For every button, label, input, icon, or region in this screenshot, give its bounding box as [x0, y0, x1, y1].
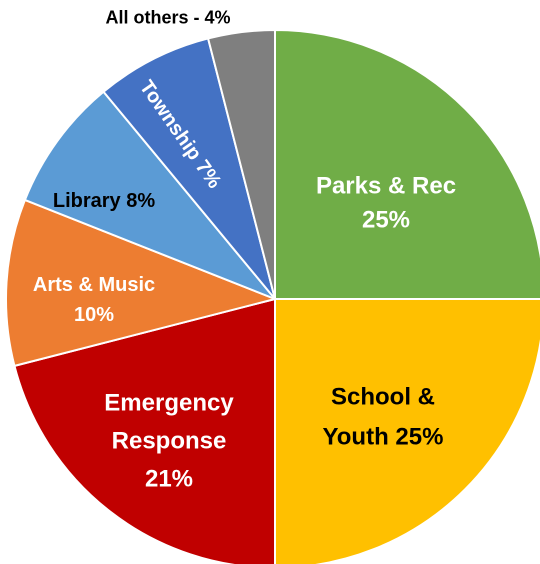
pie-slice-school-and-youth	[274, 298, 540, 564]
pie-slices	[5, 28, 540, 564]
slice-label-school-and-youth: School & Youth 25%	[323, 383, 444, 450]
slice-label-parks-and-rec: Parks & Rec 25%	[316, 172, 456, 233]
pie-slice-parks-and-rec	[274, 28, 540, 300]
pie-slice-library	[23, 90, 276, 300]
pie-slice-emergency-response	[13, 297, 276, 564]
pie-slice-township	[102, 37, 276, 300]
slice-label-arts-and-music: Arts & Music 10%	[33, 274, 155, 326]
pie-slice-all-others	[206, 28, 276, 300]
slice-label-all-others: All others - 4%	[105, 7, 230, 27]
pie-slice-arts-and-music	[5, 198, 279, 368]
slice-label-emergency-response: Emergency Response 21%	[104, 389, 234, 492]
slice-label-library: Library 8%	[53, 190, 155, 212]
